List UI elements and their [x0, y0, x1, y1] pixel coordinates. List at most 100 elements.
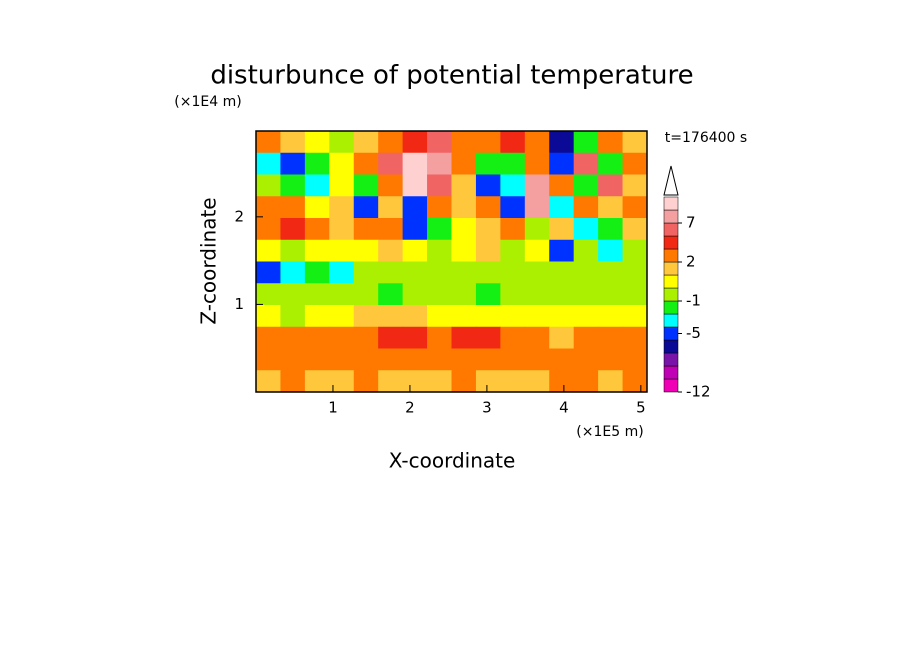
contour-cell [573, 370, 599, 393]
colorbar-box [663, 235, 679, 250]
contour-cell [329, 239, 355, 262]
contour-cell [451, 261, 477, 284]
contour-cell [353, 196, 379, 219]
contour-cell [475, 326, 501, 349]
contour-cell [524, 239, 550, 262]
colorbar-box [663, 378, 679, 393]
contour-cell [304, 326, 330, 349]
contour-cell [353, 218, 379, 241]
colorbar-tick-label: -12 [686, 383, 711, 401]
contour-cell [524, 131, 550, 154]
contour-cell [353, 174, 379, 197]
contour-cell [598, 131, 624, 154]
contour-cell [622, 261, 648, 284]
contour-cell [256, 239, 281, 262]
contour-cell [573, 174, 599, 197]
contour-cell [427, 174, 452, 197]
contour-cell [378, 283, 404, 306]
contour-cell [353, 261, 379, 284]
contour-cell [622, 174, 648, 197]
contour-cell [598, 239, 624, 262]
contour-cell [280, 239, 306, 262]
time-label: t=176400 s [665, 130, 747, 146]
contour-cell [598, 174, 624, 197]
contour-cell [524, 218, 550, 241]
contour-cell [304, 261, 330, 284]
contour-cell [500, 283, 526, 306]
contour-cell [427, 261, 452, 284]
contour-cell [573, 239, 599, 262]
contour-cell [451, 326, 477, 349]
contour-cell [500, 348, 526, 371]
contour-cell [524, 174, 550, 197]
x-tick-label: 3 [482, 399, 492, 417]
contour-cell [598, 218, 624, 241]
contour-cell [329, 131, 355, 154]
colorbar-box [663, 300, 679, 315]
contour-cell [573, 131, 599, 154]
contour-cell [402, 348, 428, 371]
contour-cell [549, 370, 575, 393]
contour-cell [573, 305, 599, 328]
contour-cell [451, 196, 477, 219]
y-tick-label: 1 [234, 295, 244, 313]
contour-cell [500, 326, 526, 349]
contour-cell [353, 239, 379, 262]
contour-cell [549, 283, 575, 306]
contour-cell [622, 370, 648, 393]
contour-cell [549, 174, 575, 197]
contour-cell [329, 348, 355, 371]
contour-cell [329, 152, 355, 175]
contour-cell [622, 348, 648, 371]
contour-cell [280, 218, 306, 241]
contour-cell [329, 326, 355, 349]
contour-cell [329, 196, 355, 219]
contour-cell [524, 348, 550, 371]
contour-cell [304, 283, 330, 306]
x-tick-label: 5 [636, 399, 646, 417]
colorbar-box [663, 339, 679, 354]
contour-cell [622, 131, 648, 154]
contour-cell [280, 261, 306, 284]
contour-cell [280, 305, 306, 328]
contour-cell [378, 326, 404, 349]
y-unit: (×1E4 m) [174, 94, 241, 110]
contour-cell [622, 152, 648, 175]
contour-cell [378, 370, 404, 393]
contour-cell [427, 131, 452, 154]
contour-cell [329, 305, 355, 328]
contour-cell [475, 370, 501, 393]
colorbar-box [663, 274, 679, 289]
contour-cell [280, 370, 306, 393]
contour-cell [256, 305, 281, 328]
contour-cell [304, 196, 330, 219]
contour-cell [524, 152, 550, 175]
contour-cell [256, 218, 281, 241]
contour-cell [598, 283, 624, 306]
contour-cell [500, 239, 526, 262]
x-tick-label: 2 [405, 399, 415, 417]
contour-cell [402, 174, 428, 197]
contour-cell [378, 239, 404, 262]
contour-cell [573, 152, 599, 175]
contour-cell [256, 348, 281, 371]
contour-cell [256, 326, 281, 349]
contour-cell [353, 152, 379, 175]
contour-cell [378, 305, 404, 328]
contour-cell [451, 283, 477, 306]
colorbar-box [663, 313, 679, 328]
contour-cell [353, 370, 379, 393]
contour-cell [622, 283, 648, 306]
plot-frame [255, 130, 648, 393]
contour-cell [598, 326, 624, 349]
contour-cell [329, 261, 355, 284]
contour-cell [598, 370, 624, 393]
contour-cell [280, 131, 306, 154]
contour-cell [402, 326, 428, 349]
contour-cell [598, 261, 624, 284]
contour-cell [280, 152, 306, 175]
contour-cell [622, 218, 648, 241]
contour-cell [549, 218, 575, 241]
contour-cell [304, 218, 330, 241]
contour-cell [573, 326, 599, 349]
